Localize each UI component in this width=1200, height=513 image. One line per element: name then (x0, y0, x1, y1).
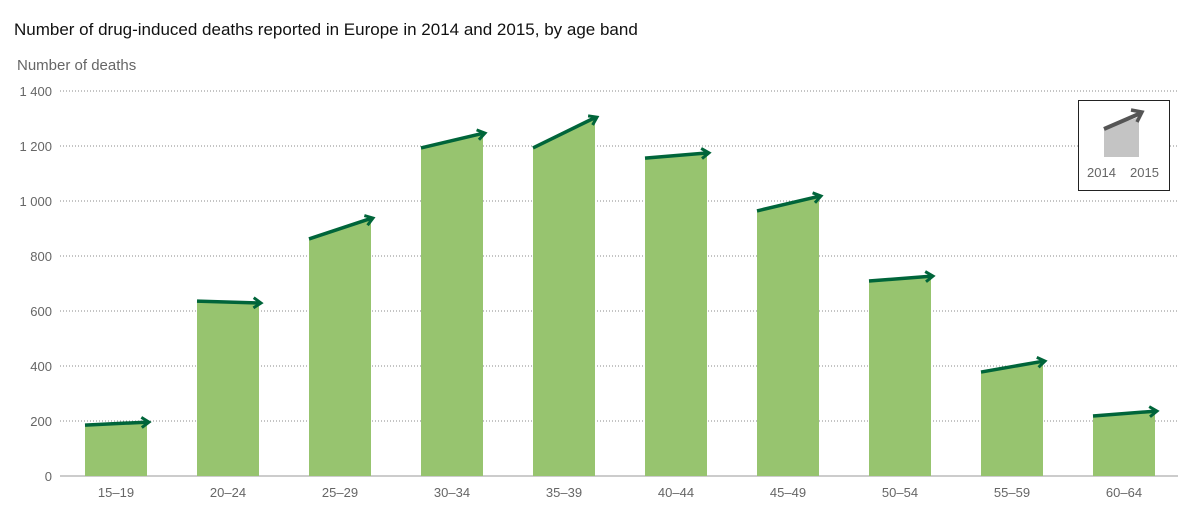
change-arrow-line (756, 194, 821, 213)
bar (309, 218, 371, 477)
y-tick-label: 400 (30, 359, 52, 374)
change-arrow-line (532, 115, 597, 150)
bar (197, 301, 259, 476)
x-tick-label: 20–24 (210, 485, 246, 500)
x-tick-label: 40–44 (658, 485, 694, 500)
x-tick-label: 30–34 (434, 485, 470, 500)
legend: 2014 2015 (1078, 100, 1170, 191)
legend-arrow-head-icon (1130, 108, 1145, 123)
legend-arrow-line (1103, 111, 1142, 131)
x-tick-label: 50–54 (882, 485, 918, 500)
y-tick-label: 1 000 (19, 194, 52, 209)
legend-symbol (1103, 108, 1145, 157)
x-tick-label: 25–29 (322, 485, 358, 500)
bar (981, 361, 1043, 476)
bar (85, 422, 147, 476)
change-arrow-line (196, 299, 261, 305)
arrow-head-icon (252, 296, 264, 310)
y-tick-label: 600 (30, 304, 52, 319)
change-arrow-line (84, 420, 149, 427)
legend-label-2014: 2014 (1087, 165, 1116, 180)
arrow-head-icon (1148, 405, 1160, 418)
y-axis-label: Number of deaths (17, 57, 137, 74)
change-arrow-line (420, 131, 485, 150)
change-arrow-line (980, 359, 1045, 374)
change-arrow-line (868, 274, 933, 283)
arrow-head-icon (1036, 355, 1048, 369)
bar (421, 133, 483, 476)
bar (645, 152, 707, 476)
arrow-head-icon (700, 147, 712, 160)
bar (1093, 411, 1155, 476)
y-tick-label: 1 400 (19, 84, 52, 99)
y-tick-label: 800 (30, 249, 52, 264)
arrow-head-icon (812, 191, 824, 204)
y-tick-label: 0 (45, 469, 52, 484)
bar (869, 276, 931, 476)
legend-label-2015: 2015 (1130, 165, 1159, 180)
x-tick-label: 55–59 (994, 485, 1030, 500)
x-tick-label: 15–19 (98, 485, 134, 500)
chart-title: Number of drug-induced deaths reported i… (14, 20, 638, 39)
arrow-head-icon (476, 128, 488, 141)
x-tick-label: 45–49 (770, 485, 806, 500)
y-tick-label: 1 200 (19, 139, 52, 154)
arrow-head-icon (363, 214, 376, 227)
bar (533, 117, 595, 476)
change-arrow-line (644, 151, 709, 160)
bar (757, 196, 819, 477)
arrow-head-icon (140, 416, 152, 429)
y-tick-label: 200 (30, 414, 52, 429)
arrow-head-icon (587, 114, 600, 126)
arrow-head-icon (924, 270, 936, 283)
x-tick-label: 35–39 (546, 485, 582, 500)
change-arrow-line (308, 216, 373, 241)
change-arrow-line (1092, 409, 1157, 418)
x-tick-label: 60–64 (1106, 485, 1142, 500)
